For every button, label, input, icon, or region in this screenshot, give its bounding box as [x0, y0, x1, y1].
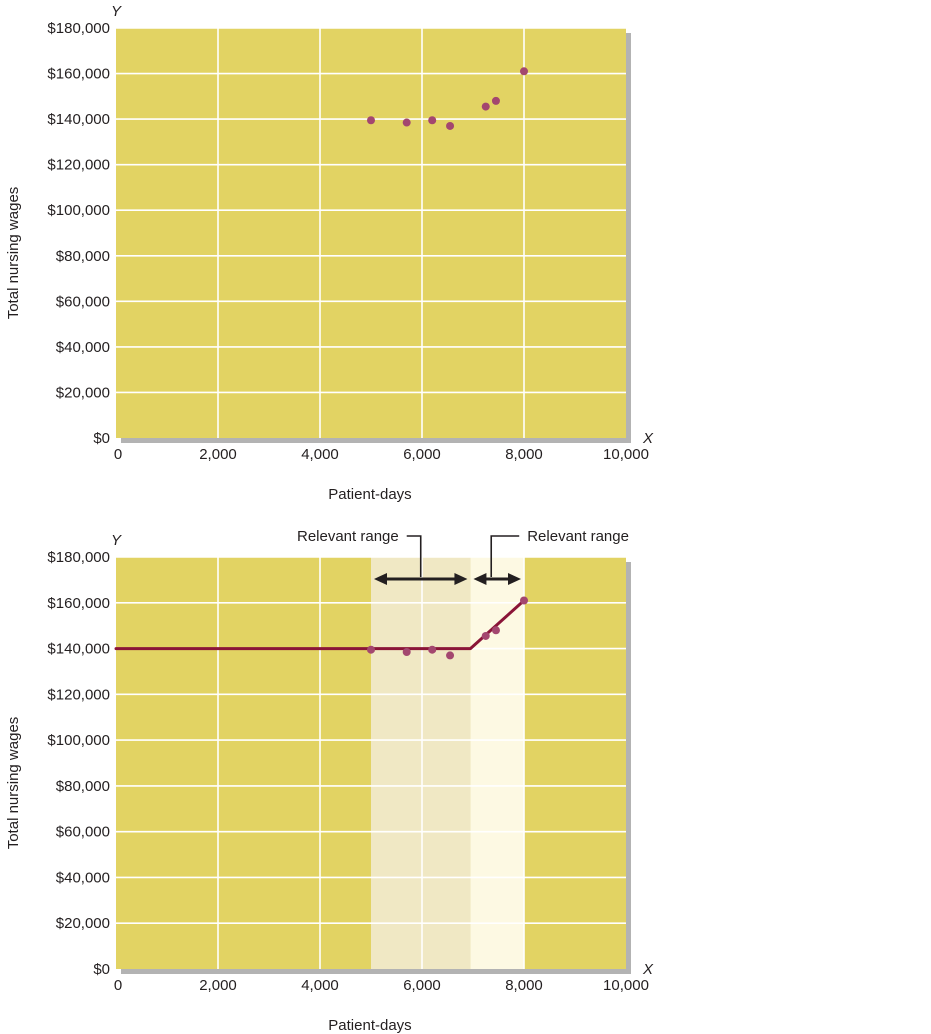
y-tick-label: $20,000 — [56, 384, 110, 401]
y-tick-label: $80,000 — [56, 248, 110, 265]
y-tick-label: $160,000 — [47, 66, 110, 83]
range-arrowhead-left-1 — [374, 573, 387, 585]
x-tick-label: 8,000 — [505, 446, 543, 463]
y-tick-label: $100,000 — [47, 732, 110, 749]
y-axis-title: Total nursing wages — [5, 187, 22, 320]
y-tick-label: $0 — [93, 430, 110, 447]
y-tick-label: $0 — [93, 961, 110, 978]
x-tick-label: 4,000 — [301, 446, 339, 463]
range-leader-line-1 — [406, 535, 422, 577]
x-tick-label: 0 — [114, 977, 122, 994]
x-axis-title: Patient-days — [328, 486, 411, 503]
data-point — [367, 645, 375, 654]
x-tick-label: 4,000 — [301, 977, 339, 994]
data-point — [428, 116, 437, 125]
data-point — [402, 118, 411, 127]
range-arrowhead-right-2 — [508, 573, 521, 585]
data-point — [481, 102, 490, 111]
y-tick-label: $100,000 — [47, 202, 110, 219]
data-point — [402, 647, 411, 656]
y-tick-label: $160,000 — [47, 595, 110, 612]
range-arrowhead-left-2 — [473, 573, 487, 585]
x-tick-label: 6,000 — [403, 446, 441, 463]
chart-bottom-relevant-range: $0 $20,000 $40,000 $60,000 $80,000 $100,000 $1… — [5, 528, 654, 1034]
x-tick-label: 10,000 — [603, 977, 649, 994]
data-point — [520, 67, 528, 76]
x-tick-label: 6,000 — [403, 977, 441, 994]
y-tick-label: $120,000 — [47, 686, 110, 703]
x-tick-label: 8,000 — [505, 977, 543, 994]
fit-line — [114, 599, 526, 651]
y-axis-letter: Y — [111, 3, 122, 20]
data-point — [367, 116, 375, 125]
data-point — [446, 121, 455, 130]
x-tick-label: 2,000 — [199, 446, 237, 463]
range-arrowhead-right-1 — [454, 573, 468, 585]
y-tick-label: $60,000 — [56, 824, 110, 841]
plot-area — [116, 28, 626, 438]
data-point — [481, 631, 490, 640]
y-tick-label: $40,000 — [56, 339, 110, 356]
x-axis-title: Patient-days — [328, 1017, 411, 1034]
y-tick-label: $120,000 — [47, 157, 110, 174]
x-axis-letter: X — [642, 961, 654, 978]
relevant-range-label-2: Relevant range — [527, 528, 629, 545]
y-tick-label: $80,000 — [56, 778, 110, 795]
relevant-range-band-2 — [470, 557, 524, 969]
y-tick-label: $140,000 — [47, 111, 110, 128]
x-axis-letter: X — [642, 430, 654, 447]
x-tick-label: 0 — [114, 446, 122, 463]
x-tick-label: 10,000 — [603, 446, 649, 463]
y-axis-letter: Y — [111, 532, 122, 549]
y-tick-label: $60,000 — [56, 293, 110, 310]
y-tick-label: $40,000 — [56, 869, 110, 886]
data-point — [520, 596, 528, 605]
y-tick-label: $20,000 — [56, 915, 110, 932]
data-point — [428, 645, 437, 654]
y-tick-label: $180,000 — [47, 549, 110, 566]
data-point — [491, 96, 500, 105]
chart-top-scatter: $0 $20,000 $40,000 $60,000 $80,000 $100,000 $1… — [5, 3, 654, 503]
range-leader-line-2 — [490, 535, 520, 577]
data-point — [491, 626, 500, 635]
relevant-range-band-1 — [371, 557, 471, 969]
y-axis-title: Total nursing wages — [5, 717, 22, 850]
relevant-range-label-1: Relevant range — [297, 528, 399, 545]
y-tick-label: $180,000 — [47, 20, 110, 37]
data-point — [446, 651, 455, 660]
x-tick-label: 2,000 — [199, 977, 237, 994]
y-tick-label: $140,000 — [47, 641, 110, 658]
